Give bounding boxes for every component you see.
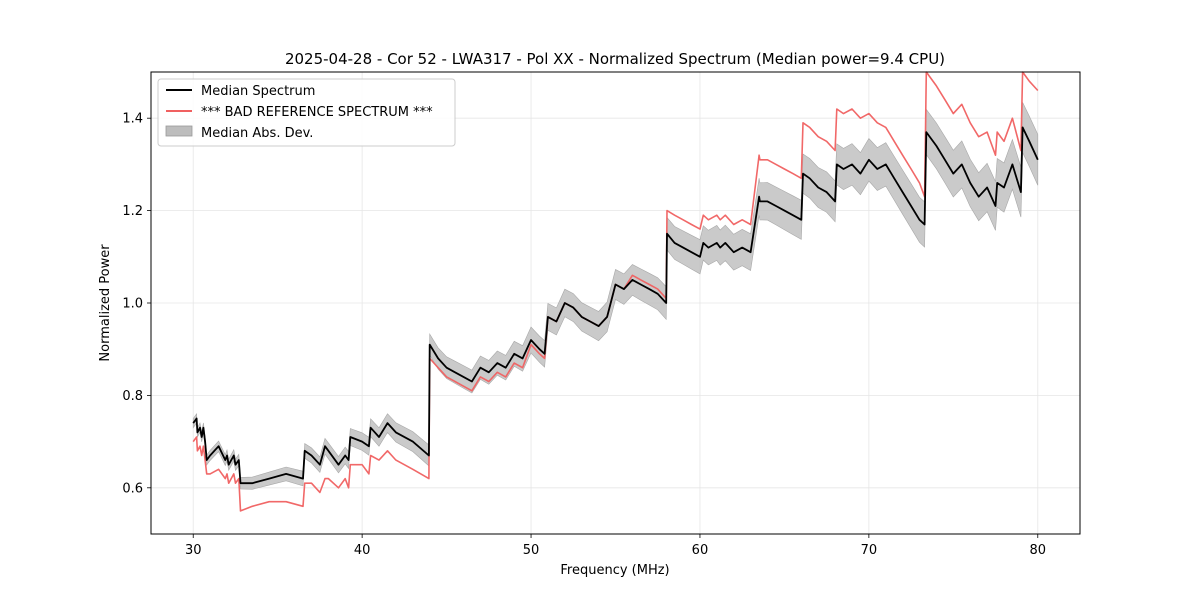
x-axis-label: Frequency (MHz) xyxy=(560,563,669,578)
y-tick-label: 0.6 xyxy=(122,481,143,496)
x-tick-label: 30 xyxy=(185,543,202,558)
legend-box xyxy=(157,78,456,147)
legend-label-mad: Median Abs. Dev. xyxy=(201,126,313,141)
x-tick-label: 70 xyxy=(861,543,878,558)
x-tick-label: 50 xyxy=(523,543,540,558)
legend: Median Spectrum *** BAD REFERENCE SPECTR… xyxy=(157,78,456,147)
axis-ticks: 30 40 50 60 70 80 0.6 0.8 1.0 1.2 1.4 xyxy=(122,112,1046,558)
series-median-spectrum xyxy=(192,126,1039,485)
legend-label-median: Median Spectrum xyxy=(201,84,315,99)
x-tick-label: 80 xyxy=(1029,543,1046,558)
y-tick-label: 0.8 xyxy=(122,389,143,404)
y-tick-label: 1.2 xyxy=(122,204,143,219)
x-tick-label: 40 xyxy=(354,543,371,558)
y-tick-label: 1.4 xyxy=(122,112,143,127)
mad-band-layer xyxy=(192,102,1039,490)
series-layer xyxy=(192,71,1039,512)
y-axis-label: Normalized Power xyxy=(98,244,113,362)
mad-band xyxy=(192,102,1039,490)
legend-swatch-mad xyxy=(165,125,193,137)
y-tick-label: 1.0 xyxy=(122,297,143,312)
legend-label-bad-reference: *** BAD REFERENCE SPECTRUM *** xyxy=(201,105,433,120)
x-tick-label: 60 xyxy=(692,543,709,558)
chart-title: 2025-04-28 - Cor 52 - LWA317 - Pol XX - … xyxy=(285,50,945,68)
